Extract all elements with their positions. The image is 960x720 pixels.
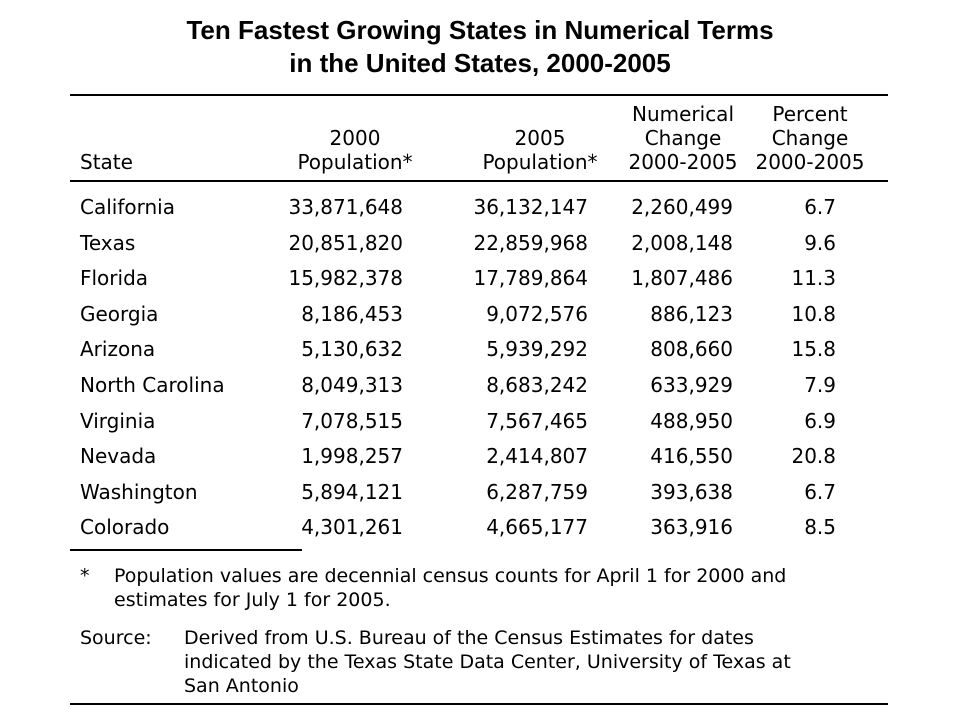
cell-numerical-change: 633,929	[650, 373, 733, 397]
source-line-3: San Antonio	[184, 675, 299, 697]
cell-pop2005: 22,859,968	[473, 231, 588, 255]
cell-pop2000: 4,301,261	[301, 515, 403, 539]
header-pop2000-line-2: Population*	[297, 150, 413, 174]
table-bottom-rule	[70, 549, 302, 551]
cell-numerical-change: 1,807,486	[631, 266, 733, 290]
cell-pop2005: 8,683,242	[486, 373, 588, 397]
cell-numerical-change: 886,123	[650, 302, 733, 326]
cell-pop2000: 8,186,453	[301, 302, 403, 326]
cell-pop2000: 1,998,257	[301, 444, 403, 468]
cell-pop2005: 36,132,147	[473, 195, 588, 219]
page-title: Ten Fastest Growing States in Numerical …	[0, 14, 960, 80]
cell-pop2000: 5,130,632	[301, 337, 403, 361]
cell-numerical-change: 488,950	[650, 409, 733, 433]
header-percent-change: Percent Change 2000-2005	[748, 102, 872, 174]
cell-pop2000: 7,078,515	[301, 409, 403, 433]
header-percent-change-line-1: Percent	[772, 102, 848, 126]
cell-numerical-change: 393,638	[650, 480, 733, 504]
header-pop2000-line-1: 2000	[329, 126, 381, 150]
cell-percent-change: 6.7	[804, 195, 836, 219]
header-numerical-change-line-1: Numerical	[631, 102, 734, 126]
page-bottom-rule	[70, 703, 888, 705]
cell-state: California	[80, 195, 175, 219]
cell-pop2005: 7,567,465	[486, 409, 588, 433]
cell-numerical-change: 363,916	[650, 515, 733, 539]
cell-numerical-change: 416,550	[650, 444, 733, 468]
header-numerical-change-line-2: Change	[644, 126, 722, 150]
footnote-line-2: estimates for July 1 for 2005.	[114, 589, 391, 611]
cell-state: North Carolina	[80, 373, 225, 397]
header-pop2005: 2005 Population*	[455, 126, 625, 174]
cell-pop2005: 2,414,807	[486, 444, 588, 468]
cell-pop2000: 15,982,378	[288, 266, 403, 290]
cell-percent-change: 10.8	[791, 302, 836, 326]
footnote-marker: *	[80, 565, 90, 587]
cell-pop2000: 20,851,820	[288, 231, 403, 255]
header-pop2005-line-1: 2005	[514, 126, 566, 150]
header-pop2005-line-2: Population*	[482, 150, 598, 174]
cell-numerical-change: 808,660	[650, 337, 733, 361]
header-pop2000: 2000 Population*	[270, 126, 440, 174]
cell-pop2005: 17,789,864	[473, 266, 588, 290]
header-percent-change-line-2: Change	[771, 126, 849, 150]
cell-state: Colorado	[80, 515, 170, 539]
cell-pop2005: 6,287,759	[486, 480, 588, 504]
cell-percent-change: 6.7	[804, 480, 836, 504]
header-bottom-rule	[70, 180, 888, 182]
title-line-1: Ten Fastest Growing States in Numerical …	[186, 15, 774, 45]
cell-percent-change: 8.5	[804, 515, 836, 539]
cell-pop2000: 8,049,313	[301, 373, 403, 397]
cell-numerical-change: 2,260,499	[631, 195, 733, 219]
source-line-1: Derived from U.S. Bureau of the Census E…	[184, 627, 754, 649]
header-numerical-change-line-3: 2000-2005	[628, 150, 738, 174]
table-top-rule	[70, 94, 888, 96]
cell-pop2005: 4,665,177	[486, 515, 588, 539]
header-numerical-change: Numerical Change 2000-2005	[618, 102, 748, 174]
cell-pop2000: 33,871,648	[288, 195, 403, 219]
source-label: Source:	[80, 627, 152, 649]
cell-state: Nevada	[80, 444, 157, 468]
footnote-line-1: Population values are decennial census c…	[114, 565, 787, 587]
header-state: State	[80, 150, 133, 174]
cell-state: Florida	[80, 266, 149, 290]
cell-state: Virginia	[80, 409, 156, 433]
cell-percent-change: 6.9	[804, 409, 836, 433]
cell-percent-change: 20.8	[791, 444, 836, 468]
cell-state: Georgia	[80, 302, 159, 326]
cell-state: Texas	[80, 231, 136, 255]
cell-percent-change: 15.8	[791, 337, 836, 361]
cell-pop2005: 9,072,576	[486, 302, 588, 326]
header-state-line: State	[80, 150, 133, 174]
cell-percent-change: 7.9	[804, 373, 836, 397]
cell-pop2000: 5,894,121	[301, 480, 403, 504]
cell-state: Arizona	[80, 337, 156, 361]
cell-numerical-change: 2,008,148	[631, 231, 733, 255]
cell-state: Washington	[80, 480, 198, 504]
title-line-2: in the United States, 2000-2005	[289, 48, 671, 78]
cell-pop2005: 5,939,292	[486, 337, 588, 361]
cell-percent-change: 9.6	[804, 231, 836, 255]
cell-percent-change: 11.3	[791, 266, 836, 290]
header-percent-change-line-3: 2000-2005	[755, 150, 865, 174]
source-line-2: indicated by the Texas State Data Center…	[184, 651, 791, 673]
